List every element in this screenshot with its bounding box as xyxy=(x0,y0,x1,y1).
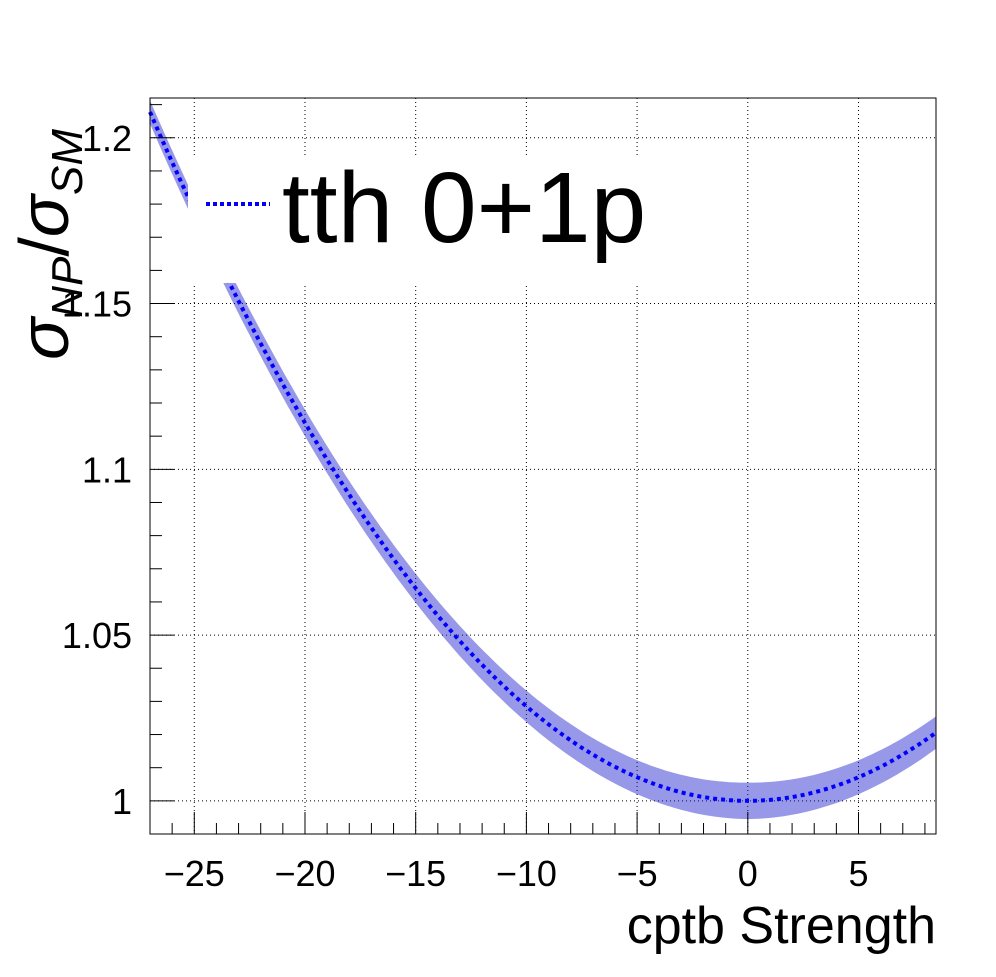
x-tick-label: −25 xyxy=(164,853,225,894)
y-tick-label: 1.05 xyxy=(62,615,132,656)
x-tick-label: −5 xyxy=(617,853,658,894)
x-tick-label: −10 xyxy=(496,853,557,894)
y-title-slash: / xyxy=(5,237,83,257)
y-tick-label: 1.2 xyxy=(82,118,132,159)
y-axis-title: σNP/σSM xyxy=(5,129,92,360)
x-axis-title: cptb Strength xyxy=(627,897,936,955)
tick-labels: −25 −20 −15 −10 −5 0 5 1 1.05 1.1 1.15 1.2 xyxy=(62,118,869,894)
plot-border xyxy=(149,97,937,835)
series-line xyxy=(148,111,938,803)
y-title-sub-sm: SM xyxy=(43,129,92,195)
x-tick-label: −20 xyxy=(274,853,335,894)
y-tick-label: 1 xyxy=(112,781,132,822)
legend-background xyxy=(188,158,713,283)
legend: tth 0+1p xyxy=(188,152,713,283)
plot-frame xyxy=(149,97,937,835)
legend-label: tth 0+1p xyxy=(282,152,646,264)
y-title-sigma-num: σ xyxy=(5,315,83,360)
y-tick-label: 1.15 xyxy=(62,284,132,325)
y-tick-label: 1.1 xyxy=(82,449,132,490)
series-line-tth-0-1p xyxy=(148,111,938,803)
axis-ticks xyxy=(149,104,926,835)
y-title-sigma-den: σ xyxy=(5,192,83,237)
grid xyxy=(150,98,936,834)
y-title-sub-np: NP xyxy=(43,256,92,318)
x-tick-label: 0 xyxy=(738,853,758,894)
x-tick-label: 5 xyxy=(848,853,868,894)
x-tick-label: −15 xyxy=(385,853,446,894)
